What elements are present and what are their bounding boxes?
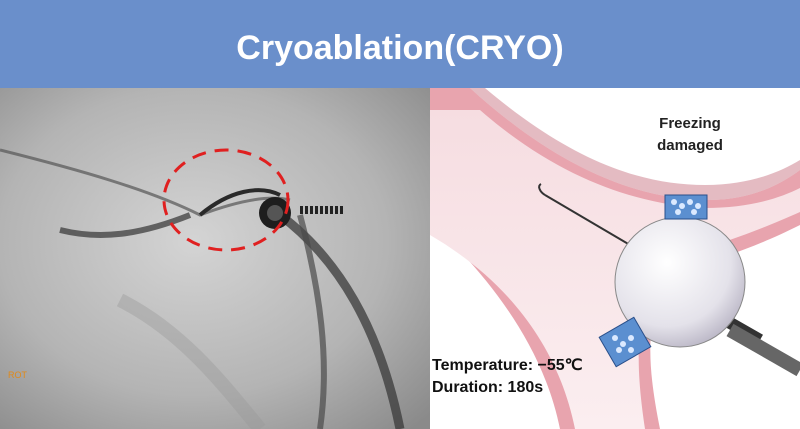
freezing-label: damaged xyxy=(657,137,723,154)
title: Cryoablation(CRYO) xyxy=(236,29,563,67)
xray-overlay-text: ROT xyxy=(8,370,28,380)
freezing-label: Freezing xyxy=(659,115,721,132)
temperature-label: Temperature: −55℃ xyxy=(432,357,583,374)
vessel-illustration xyxy=(430,88,800,429)
xray-image xyxy=(0,88,430,429)
duration-label: Duration: 180s xyxy=(432,379,543,396)
header-band xyxy=(0,0,800,88)
